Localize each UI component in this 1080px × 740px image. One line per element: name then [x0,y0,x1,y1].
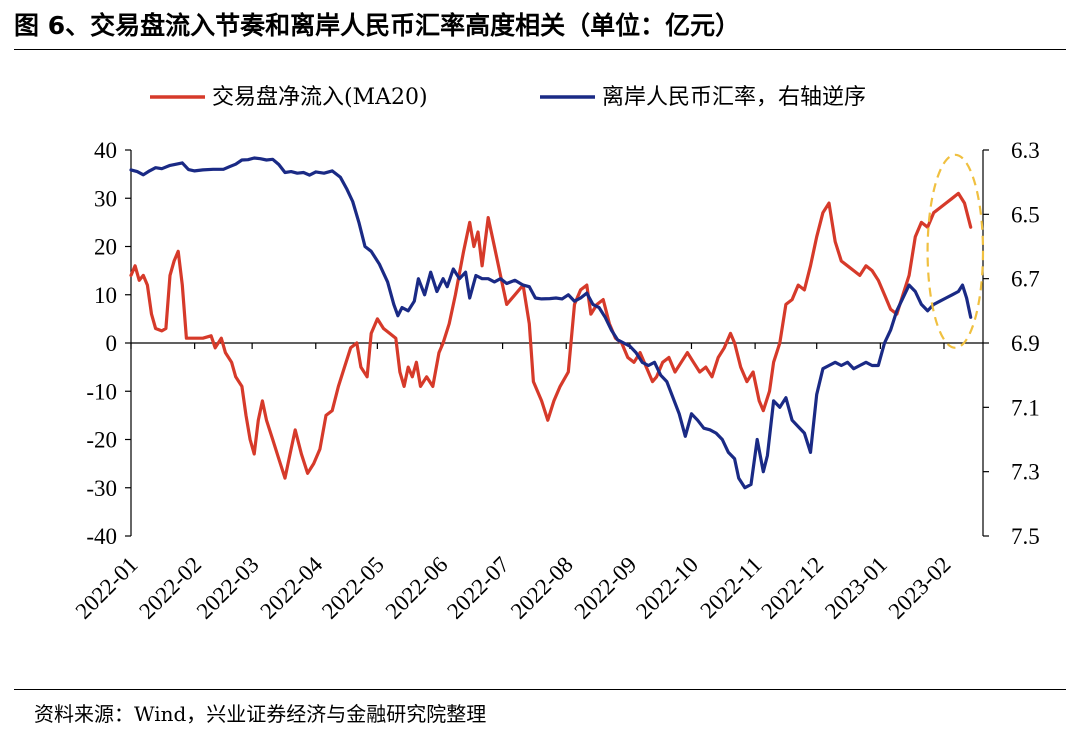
left-tick-label: 20 [94,235,117,260]
left-tick-label: -40 [86,524,117,549]
right-tick-label: 6.5 [1011,202,1040,227]
x-tick-label: 2023-02 [884,552,956,624]
legend-label-inflow: 交易盘净流入(MA20) [212,85,428,110]
left-tick-label: -20 [86,428,117,453]
x-tick-label: 2022-06 [381,552,453,624]
right-tick-label: 6.9 [1011,331,1040,356]
right-y-axis: 6.3 6.5 6.7 6.9 7.1 7.3 7.5 [982,138,1040,549]
source-note: 资料来源：Wind，兴业证券经济与金融研究院整理 [34,702,487,726]
title-divider [14,49,1066,50]
x-tick-label: 2022-08 [506,552,578,624]
right-tick-label: 6.7 [1011,267,1040,292]
x-axis: 2022-012022-022022-032022-042022-052022-… [71,342,983,624]
right-tick-label: 7.1 [1011,395,1040,420]
page-title: 图 6、交易盘流入节奏和离岸人民币汇率高度相关（单位：亿元） [14,11,741,40]
legend-label-fx: 离岸人民币汇率，右轴逆序 [602,85,866,110]
annotation-layer [926,153,985,349]
series-layer [129,156,973,490]
left-tick-label: 40 [94,138,117,163]
footer-divider [14,689,1066,690]
left-y-axis: 40 30 20 10 0 -10 -20 -30 -40 [86,138,132,549]
series-line-inflow [129,191,973,480]
left-tick-label: 0 [106,331,118,356]
left-tick-label: 30 [94,186,117,211]
left-tick-label: 10 [94,283,117,308]
series-line-fx [129,156,973,490]
x-tick-label: 2022-09 [570,552,642,624]
left-tick-label: -30 [86,476,117,501]
x-tick-label: 2022-10 [631,552,703,624]
x-tick-label: 2022-12 [756,552,828,624]
legend: 交易盘净流入(MA20) 离岸人民币汇率，右轴逆序 [150,85,866,110]
line-chart: 交易盘净流入(MA20) 离岸人民币汇率，右轴逆序 40 30 20 10 0 -10 -2… [71,85,1040,624]
right-tick-label: 7.5 [1011,524,1040,549]
right-tick-label: 7.3 [1011,460,1040,485]
x-tick-label: 2022-05 [317,552,389,624]
x-tick-label: 2022-03 [192,552,264,624]
highlight-ellipse [926,153,985,349]
x-tick-label: 2022-04 [255,552,327,624]
x-tick-label: 2022-01 [71,552,143,624]
x-tick-label: 2023-01 [820,552,892,624]
x-tick-label: 2022-02 [134,552,206,624]
left-tick-label: -10 [86,379,117,404]
x-tick-label: 2022-07 [442,552,514,624]
x-tick-label: 2022-11 [695,552,766,623]
right-tick-label: 6.3 [1011,138,1040,163]
